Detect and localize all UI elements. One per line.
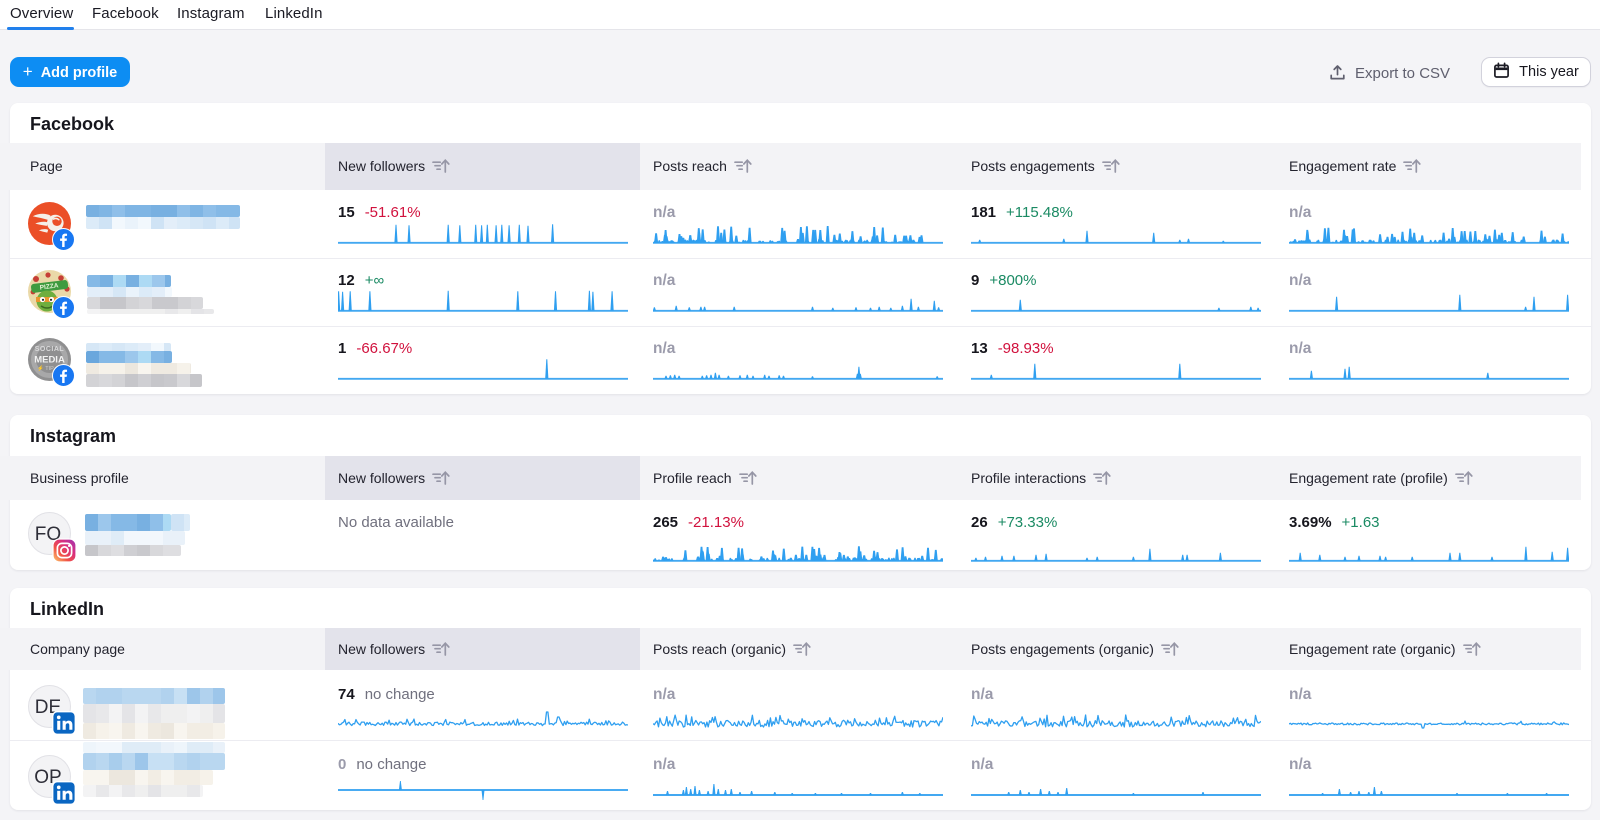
svg-text:FO: FO — [35, 524, 61, 545]
svg-text:⚡ TIP ⚡: ⚡ TIP ⚡ — [37, 365, 62, 372]
svg-text:MEDIA: MEDIA — [34, 355, 65, 366]
svg-text:PIZZA: PIZZA — [39, 282, 59, 291]
svg-text:SOCIAL: SOCIAL — [35, 346, 65, 353]
